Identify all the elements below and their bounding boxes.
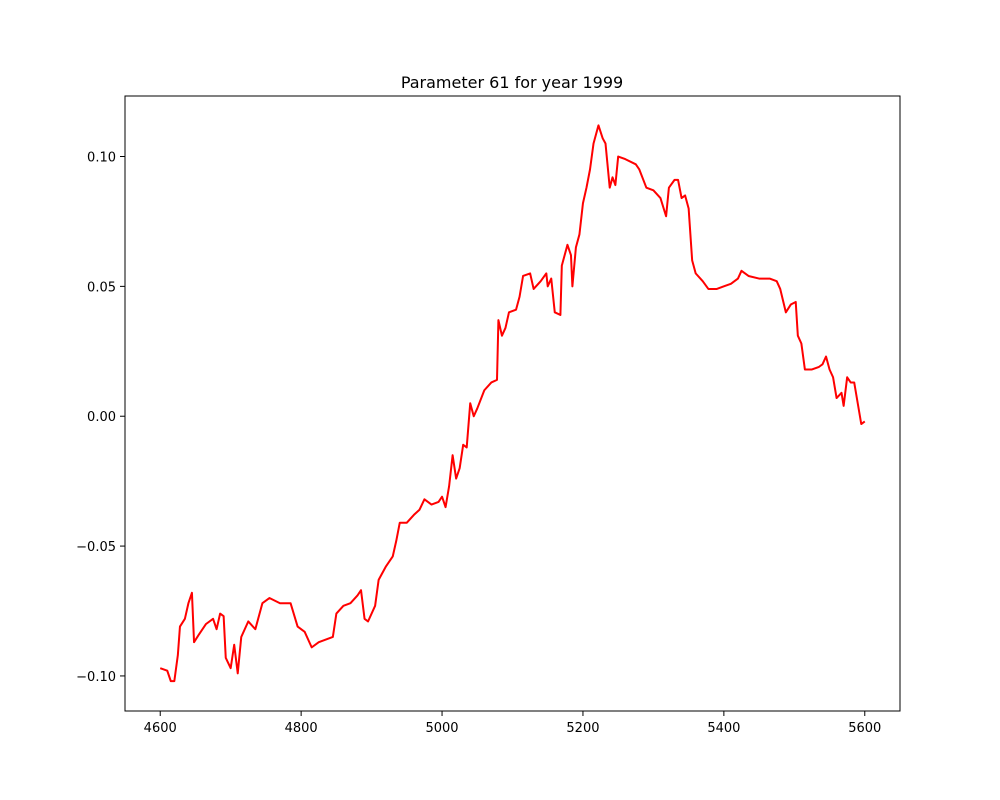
- plot-frame: [124, 95, 901, 712]
- x-tick-label: 4600: [144, 721, 177, 736]
- x-tick-label: 5200: [566, 721, 599, 736]
- y-tick-label: −0.10: [76, 670, 116, 685]
- x-tick-label: 4800: [285, 721, 318, 736]
- x-tick-label: 5600: [848, 721, 881, 736]
- y-tick-label: 0.00: [87, 410, 116, 425]
- x-tick-label: 5400: [707, 721, 740, 736]
- y-tick-label: 0.10: [87, 151, 116, 166]
- y-tick-label: −0.05: [76, 540, 116, 555]
- chart-title: Parameter 61 for year 1999: [401, 73, 623, 92]
- data-line: [159, 124, 866, 683]
- y-tick-label: 0.05: [87, 280, 116, 295]
- x-tick-label: 5000: [425, 721, 458, 736]
